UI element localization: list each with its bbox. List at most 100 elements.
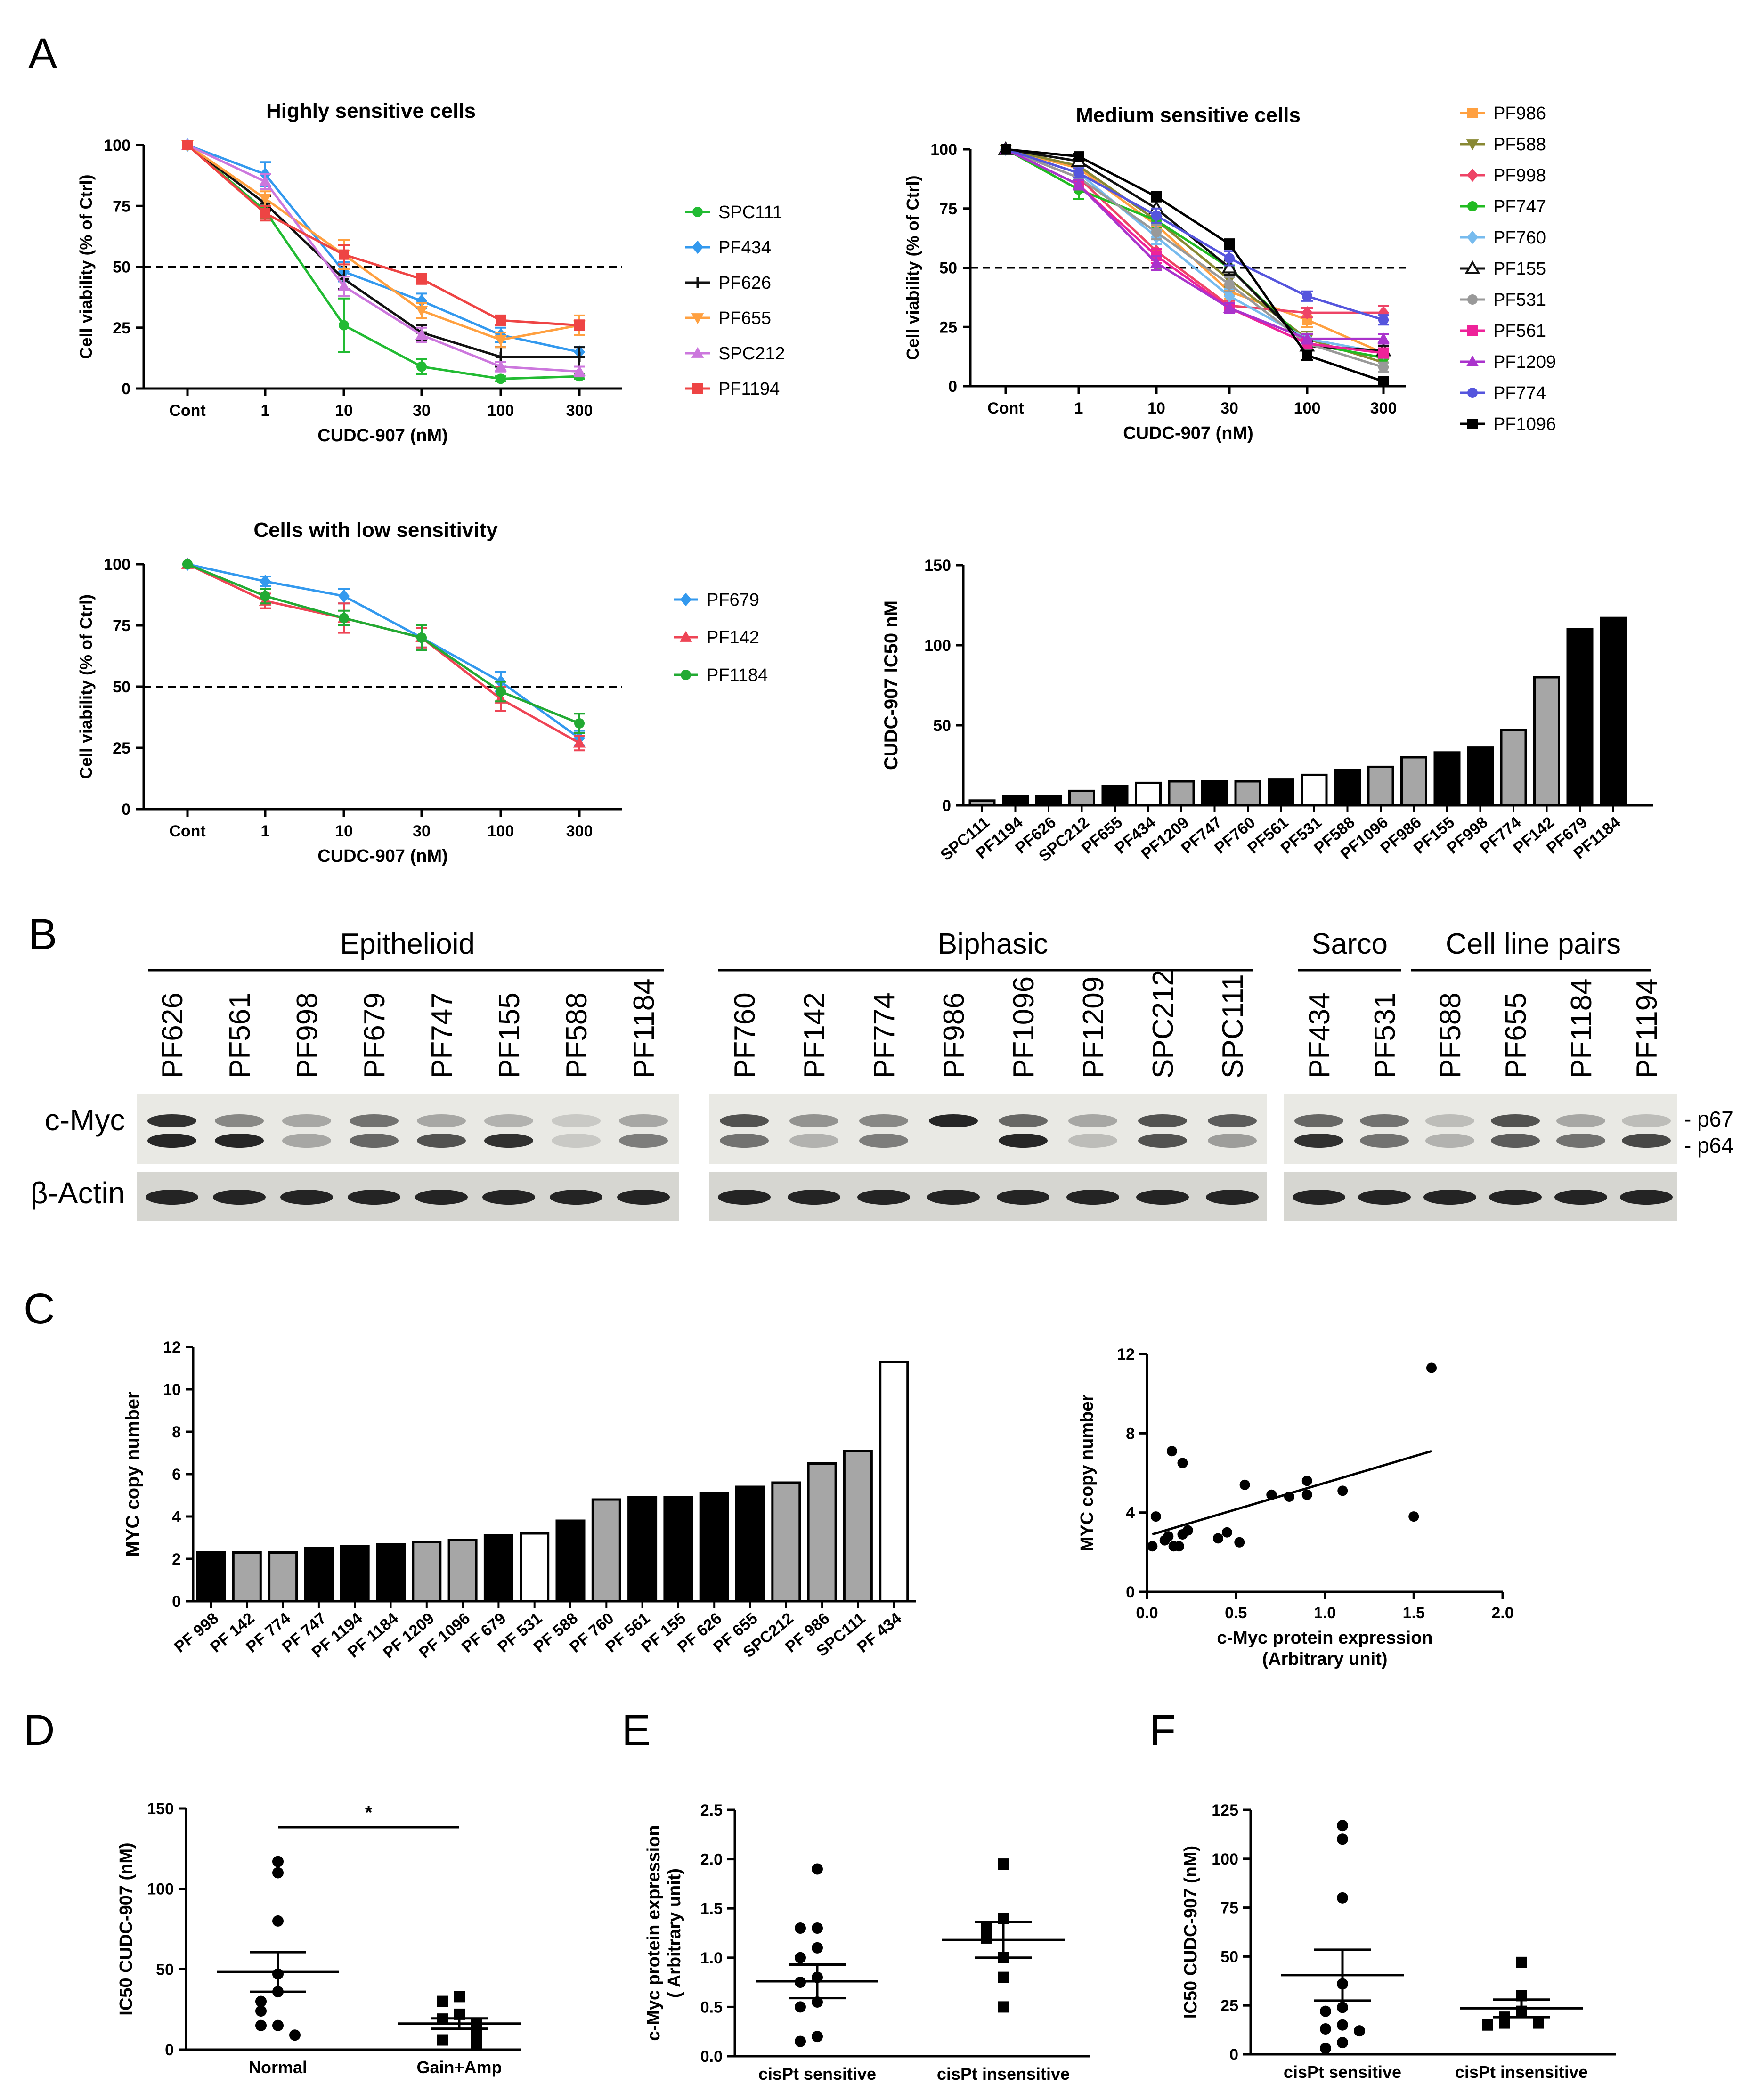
x-tick-label: 10 bbox=[335, 822, 353, 840]
data-point-pf1096 bbox=[1302, 350, 1312, 361]
series-line-pf679 bbox=[187, 563, 580, 739]
legend-label: PF1184 bbox=[707, 665, 768, 685]
legend-marker-spc111 bbox=[692, 207, 703, 217]
data-point bbox=[437, 2013, 448, 2025]
y-tick-label: 2 bbox=[172, 1550, 181, 1568]
y-tick-label: 150 bbox=[924, 557, 951, 575]
y-tick-label: 100 bbox=[104, 137, 130, 154]
bar-pf531 bbox=[1301, 773, 1328, 807]
bar-pf1096 bbox=[447, 1539, 478, 1603]
data-point bbox=[981, 1922, 992, 1934]
y-axis-label: CUDC-907 IC50 nM bbox=[881, 600, 902, 770]
band-p67 bbox=[282, 1114, 331, 1127]
y-tick-label: 1.0 bbox=[700, 1949, 723, 1967]
band-label-p64: - p64 bbox=[1684, 1133, 1733, 1158]
data-point bbox=[1337, 1820, 1348, 1832]
significance-marker: * bbox=[365, 1802, 373, 1823]
data-point bbox=[1533, 2017, 1544, 2029]
band-actin bbox=[550, 1190, 602, 1205]
legend-label: PF531 bbox=[1493, 290, 1546, 310]
band-actin bbox=[213, 1190, 266, 1205]
data-point-pf774 bbox=[1224, 253, 1235, 264]
data-point-pf1209 bbox=[1377, 332, 1390, 344]
band-actin bbox=[482, 1190, 535, 1205]
y-tick-label: 25 bbox=[1220, 1997, 1238, 2015]
data-point bbox=[1337, 1833, 1348, 1845]
lane-label: PF1194 bbox=[1631, 978, 1663, 1078]
band-label-p67: - p67 bbox=[1684, 1107, 1733, 1131]
band-p64 bbox=[1208, 1134, 1257, 1148]
bar-pf1184 bbox=[1600, 616, 1627, 807]
bar-pf986 bbox=[1400, 756, 1427, 807]
band-actin bbox=[997, 1190, 1049, 1205]
data-point-pf1096 bbox=[1378, 376, 1389, 387]
x-tick-label: Gain+Amp bbox=[416, 2058, 502, 2077]
bar-pf531 bbox=[520, 1532, 550, 1603]
data-point bbox=[1337, 2037, 1348, 2049]
data-point bbox=[255, 2019, 267, 2031]
data-point bbox=[1516, 2005, 1527, 2017]
data-point-spc212 bbox=[415, 329, 428, 340]
chart-D: 0 50 100 150 Normal Gain+Amp IC50 CUDC-907 (nM… bbox=[116, 1800, 521, 2077]
y-tick-label: 0.5 bbox=[700, 1998, 723, 2016]
y-tick-label: 50 bbox=[113, 259, 130, 276]
legend-label: PF155 bbox=[1493, 259, 1546, 279]
x-tick-label: 1 bbox=[1074, 399, 1083, 417]
y-tick-label: 100 bbox=[147, 1881, 174, 1898]
band-p67 bbox=[1068, 1114, 1117, 1127]
legend-marker-pf1184 bbox=[681, 670, 691, 680]
band-actin bbox=[415, 1190, 468, 1205]
legend-label: PF679 bbox=[707, 590, 759, 610]
series-line-spc111 bbox=[187, 144, 580, 380]
x-tick-label: cisPt sensitive bbox=[1284, 2062, 1401, 2082]
chart-A1: 0 25 50 75 100 Cont 1 10 30 100 300 Highly sensitiv… bbox=[76, 99, 785, 446]
data-point bbox=[437, 1995, 448, 2007]
data-point-spc212 bbox=[259, 175, 272, 186]
lane-label: PF531 bbox=[1369, 992, 1401, 1078]
x-tick-label: 10 bbox=[1147, 399, 1165, 417]
y-tick-label: 75 bbox=[113, 617, 130, 635]
y-tick-label: 0.0 bbox=[700, 2048, 723, 2066]
scatter-point bbox=[1234, 1537, 1245, 1548]
data-point-pf1096 bbox=[1224, 239, 1235, 250]
blot-group-header: Biphasic bbox=[938, 928, 1048, 960]
bar-pf747 bbox=[304, 1547, 334, 1603]
y-tick-label: 0 bbox=[172, 1593, 181, 1611]
legend-label: PF986 bbox=[1493, 104, 1546, 123]
legend-label: PF1194 bbox=[718, 379, 780, 399]
scatter-point bbox=[1173, 1541, 1184, 1552]
data-point bbox=[1337, 2002, 1348, 2013]
y-tick-label: 0 bbox=[948, 378, 957, 396]
legend-label: PF434 bbox=[718, 238, 771, 258]
data-point bbox=[998, 1971, 1009, 1983]
panel-letter-c: C bbox=[24, 1285, 55, 1333]
legend-label: PF561 bbox=[1493, 321, 1546, 341]
data-point-spc212 bbox=[494, 360, 507, 372]
bar-pf155 bbox=[663, 1496, 693, 1603]
y-tick-label: 6 bbox=[172, 1466, 181, 1484]
x-tick-label: 30 bbox=[413, 822, 431, 840]
data-point-pf1194 bbox=[339, 249, 349, 260]
legend-marker-pf142 bbox=[679, 631, 692, 642]
y-tick-label: 75 bbox=[1220, 1899, 1238, 1917]
bar-pf626 bbox=[699, 1492, 729, 1603]
data-point bbox=[981, 1932, 992, 1944]
series-line-pf1194 bbox=[187, 144, 580, 327]
data-point-pf1096 bbox=[1001, 144, 1011, 154]
band-p67 bbox=[789, 1114, 838, 1127]
bar-pf1194 bbox=[1002, 795, 1029, 807]
y-axis-label: MYC copy number bbox=[122, 1391, 143, 1557]
band-p67 bbox=[350, 1114, 399, 1127]
band-p67 bbox=[1360, 1114, 1409, 1127]
data-point-pf1194 bbox=[260, 208, 270, 219]
y-tick-label: 0 bbox=[1126, 1583, 1135, 1601]
data-point-pf1184 bbox=[339, 613, 349, 624]
legend-marker-pf774 bbox=[1467, 388, 1478, 398]
data-point-pf774 bbox=[1378, 315, 1389, 325]
data-point-spc212 bbox=[573, 365, 586, 376]
y-tick-label: 50 bbox=[1220, 1948, 1238, 1966]
bar-pf142 bbox=[1533, 676, 1560, 807]
data-point-spc212 bbox=[337, 280, 350, 291]
bar-pf679 bbox=[483, 1534, 513, 1603]
data-point bbox=[812, 2031, 823, 2043]
